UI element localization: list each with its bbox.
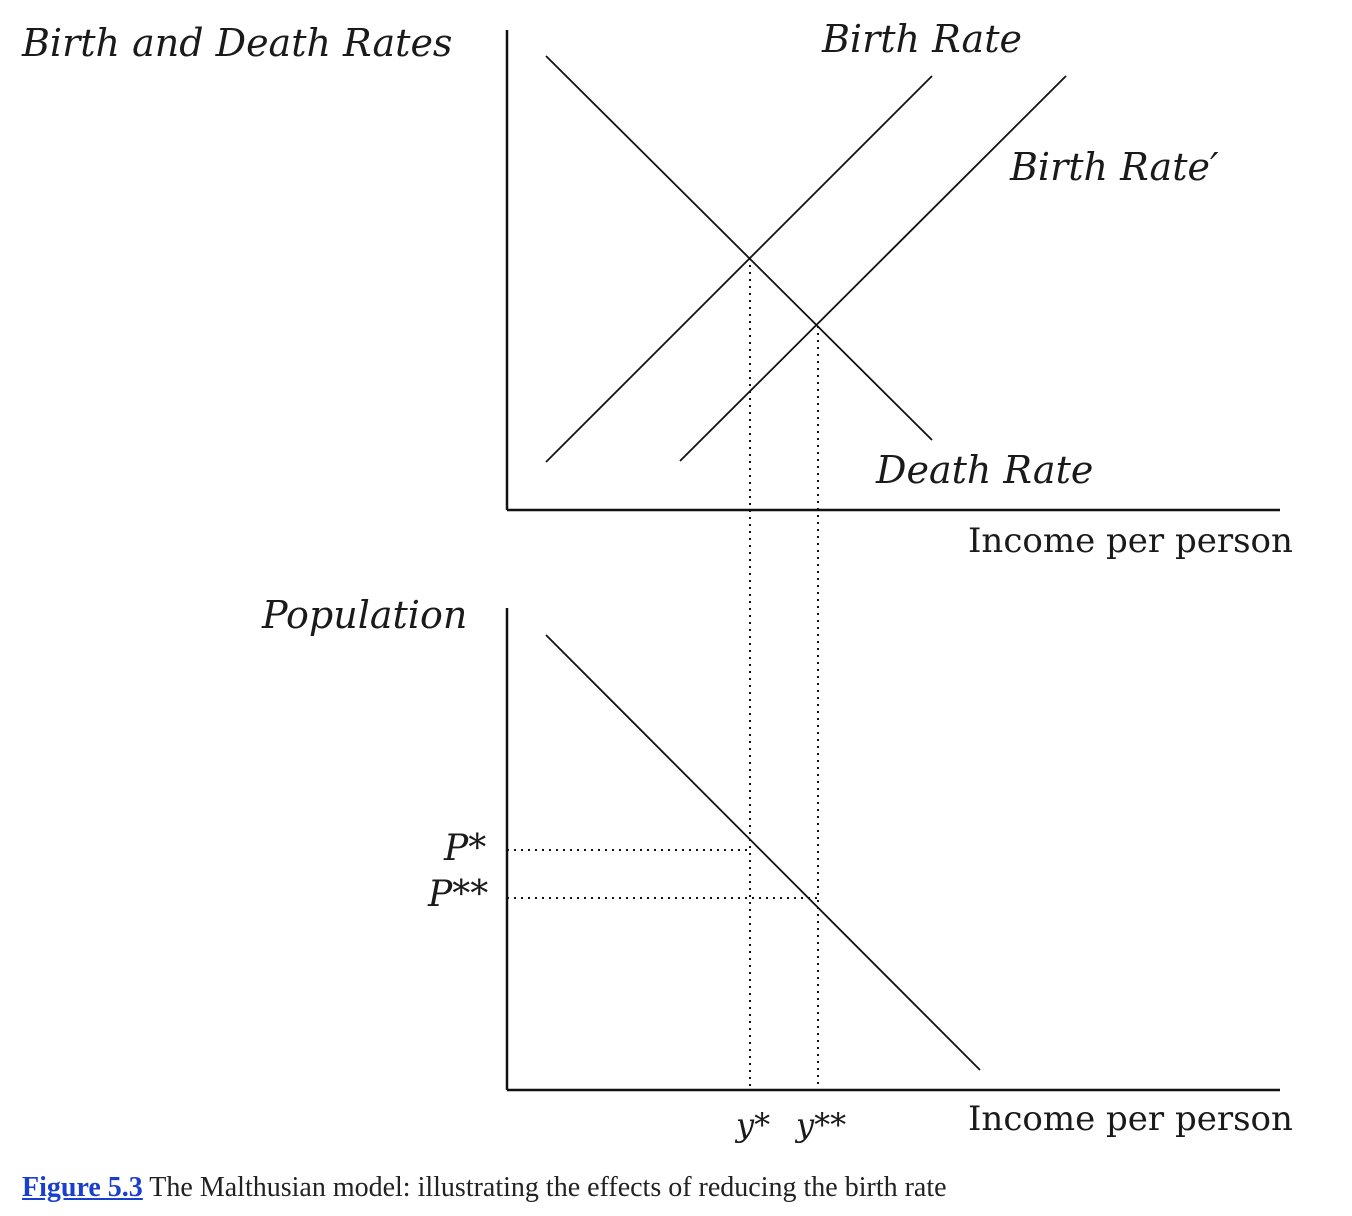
top-x-axis-label: Income per person [968, 521, 1293, 561]
guide-lines [507, 258, 819, 1090]
bottom-y-axis-label: Population [261, 593, 467, 637]
death-rate-label: Death Rate [875, 448, 1093, 492]
top-y-axis-label: Birth and Death Rates [21, 21, 452, 65]
caption-text: The Malthusian model: illustrating the e… [142, 1172, 947, 1203]
figure-caption: Figure 5.3 The Malthusian model: illustr… [22, 1172, 947, 1204]
figure-link[interactable]: Figure 5.3 [22, 1172, 143, 1203]
birth-rate-prime-label: Birth Rate′ [1009, 145, 1219, 189]
malthusian-model-diagram: Birth and Death Rates Birth Rate Birth R… [21, 17, 1293, 1144]
p-double-star-label: P** [427, 874, 488, 915]
top-panel: Birth and Death Rates Birth Rate Birth R… [21, 17, 1293, 561]
bottom-x-axis-label: Income per person [968, 1099, 1293, 1139]
birth-rate-curve [545, 75, 933, 463]
y-star-label: y* [734, 1106, 770, 1144]
bottom-panel: Population P* P** y* y** Income per pers… [261, 593, 1293, 1144]
population-curve [545, 634, 981, 1071]
birth-rate-prime-curve [679, 75, 1067, 462]
p-star-label: P* [443, 828, 486, 869]
death-rate-curve [545, 55, 933, 441]
y-double-star-label: y** [794, 1106, 846, 1144]
birth-rate-label: Birth Rate [821, 17, 1022, 61]
